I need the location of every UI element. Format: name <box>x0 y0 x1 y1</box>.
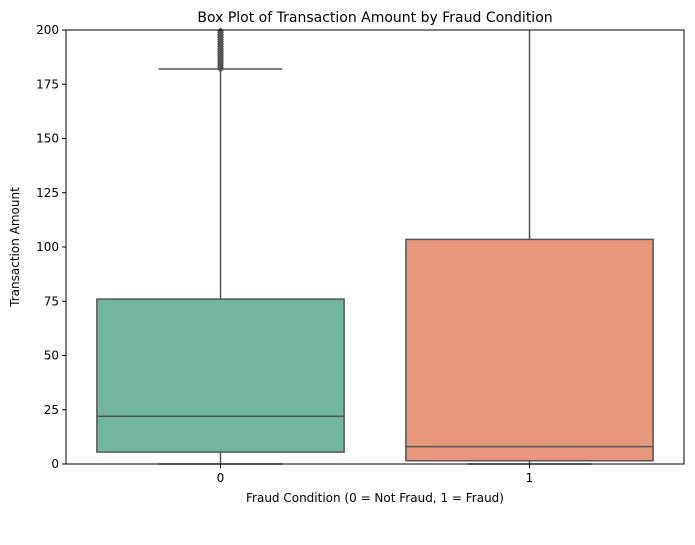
iqr-box <box>405 238 654 462</box>
y-tick-label: 150 <box>36 132 59 146</box>
x-axis-label: Fraud Condition (0 = Not Fraud, 1 = Frau… <box>246 491 504 505</box>
box-category-0 <box>96 27 345 465</box>
y-tick-label: 0 <box>51 457 59 471</box>
y-tick-label: 125 <box>36 186 59 200</box>
y-tick-label: 200 <box>36 23 59 37</box>
boxes-layer <box>96 27 654 465</box>
y-axis: 0 25 50 75 100 125 150 175 200 <box>36 23 66 471</box>
y-tick-label: 100 <box>36 240 59 254</box>
x-tick-label: 0 <box>217 471 225 485</box>
y-tick-label: 25 <box>44 403 59 417</box>
iqr-box <box>96 298 345 453</box>
plot-frame-border <box>65 29 685 465</box>
box-category-1 <box>405 30 654 465</box>
y-tick-label: 50 <box>44 349 59 363</box>
outliers <box>217 27 224 73</box>
y-tick-label: 175 <box>36 77 59 91</box>
chart-title: Box Plot of Transaction Amount by Fraud … <box>197 10 552 26</box>
x-tick-label: 1 <box>526 471 534 485</box>
y-axis-label: Transaction Amount <box>8 187 22 308</box>
y-tick-label: 75 <box>44 294 59 308</box>
